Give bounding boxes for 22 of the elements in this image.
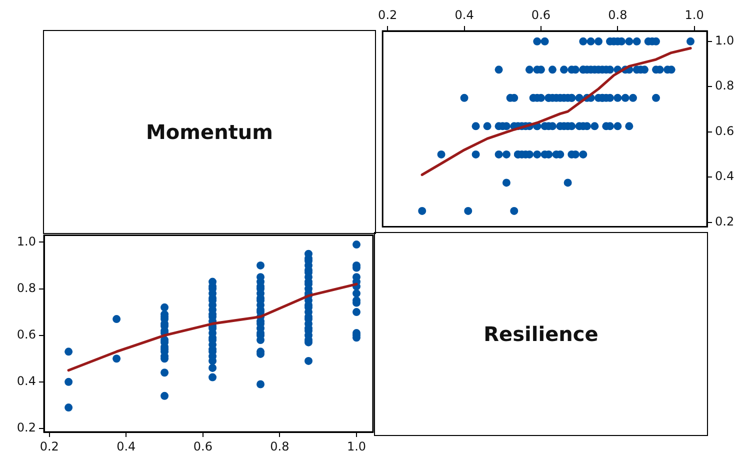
y-tick-label: 0.2: [715, 214, 734, 228]
y-tick-label: 0.4: [715, 169, 734, 184]
y-tick-label: 1.0: [715, 34, 734, 48]
y-tick-label: 0.6: [715, 124, 734, 138]
y-tick-label: 0.8: [715, 78, 734, 93]
x-tick-label: 0.4: [454, 8, 474, 22]
y-tick-label: 0.8: [16, 280, 36, 295]
x-tick-label: 0.2: [40, 439, 59, 454]
x-tick-label: 1.0: [684, 8, 704, 22]
x-tick-label: 0.6: [193, 439, 212, 454]
text: Momentum: [146, 120, 273, 144]
x-tick-label: 0.4: [116, 439, 136, 454]
x-tick-label: 0.6: [531, 8, 551, 22]
text: Resilience: [484, 322, 598, 346]
y-tick-label: 0.4: [16, 374, 36, 388]
y-tick-label: 1.0: [16, 234, 36, 248]
x-tick-label: 0.8: [270, 439, 290, 454]
y-tick-label: 0.2: [16, 420, 36, 435]
x-tick-label: 0.2: [378, 8, 398, 22]
x-tick-label: 0.8: [608, 8, 628, 22]
x-tick-label: 1.0: [346, 439, 366, 454]
y-tick-label: 0.6: [16, 327, 36, 342]
